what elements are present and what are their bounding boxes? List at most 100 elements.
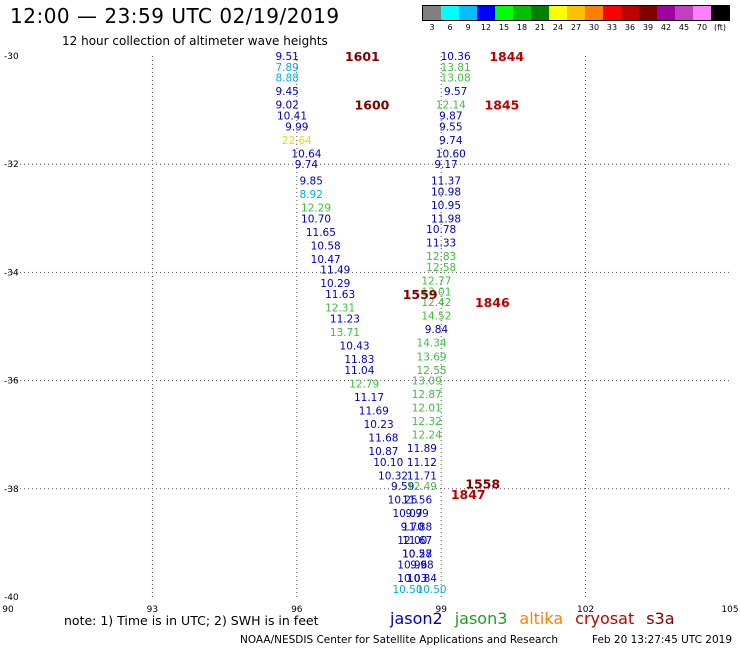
wave-height-label: 11.65 <box>306 227 336 239</box>
x-tick-label: 102 <box>577 605 594 615</box>
legend-label: 30 <box>588 23 600 32</box>
wave-height-label: 10.98 <box>431 186 461 198</box>
wave-height-label: 10.50 <box>392 584 422 596</box>
wave-height-label: 10.29 <box>320 278 350 290</box>
time-label: 1844 <box>489 49 524 64</box>
wave-height-label: 10.60 <box>436 148 466 160</box>
y-tick-label: -30 <box>4 52 19 62</box>
legend-swatch <box>423 6 441 20</box>
wave-height-label: 12.79 <box>349 378 379 390</box>
legend-label: 45 <box>678 23 690 32</box>
wave-height-label: 11.37 <box>431 175 461 187</box>
wave-height-label: 13.08 <box>441 73 471 85</box>
wave-height-label: 11.23 <box>330 313 360 325</box>
wave-height-label: 10.47 <box>311 254 341 266</box>
wave-height-label: 10.70 <box>301 213 331 225</box>
y-tick-label: -32 <box>4 160 19 170</box>
wave-height-label: 12.31 <box>325 303 355 315</box>
legend-label: (ft) <box>713 23 727 32</box>
x-tick-label: 96 <box>291 605 303 615</box>
x-tick-label: 105 <box>721 605 738 615</box>
wave-height-label: 11.69 <box>359 405 389 417</box>
wave-height-label: 9.98 <box>410 560 433 572</box>
wave-height-label: 11.88 <box>402 522 432 534</box>
wave-height-label: 10.84 <box>407 573 437 585</box>
wave-height-label: 10.10 <box>373 457 403 469</box>
wave-height-label: 11.63 <box>325 289 355 301</box>
wave-height-label: 9.02 <box>275 100 298 112</box>
legend-swatch <box>567 6 585 20</box>
legend-swatch <box>711 6 729 20</box>
legend-label: 70 <box>696 23 708 32</box>
wave-height-label: 11.12 <box>407 457 437 469</box>
legend-swatch <box>693 6 711 20</box>
wave-height-label: 13.71 <box>330 327 360 339</box>
wave-height-label: 12.00 <box>397 535 427 547</box>
y-tick-label: -40 <box>4 593 19 603</box>
wave-height-label: 13.01 <box>421 286 451 298</box>
x-tick-label: 93 <box>147 605 158 615</box>
wave-height-label: 10.23 <box>364 419 394 431</box>
x-tick-label: 90 <box>2 605 14 615</box>
wave-height-label: 12.83 <box>426 251 456 263</box>
legend-swatch <box>549 6 567 20</box>
y-tick-label: -34 <box>4 268 19 278</box>
wave-height-label: 11.33 <box>426 238 456 250</box>
footer-credit: NOAA/NESDIS Center for Satellite Applica… <box>240 634 558 646</box>
wave-height-label: 13.09 <box>412 376 442 388</box>
chart-title: 12:00 — 23:59 UTC 02/19/2019 <box>10 4 340 28</box>
wave-height-label: 22.64 <box>282 135 312 147</box>
wave-height-label: 10.03 <box>397 573 427 585</box>
wave-height-label: 9.59 <box>391 481 414 493</box>
mission-label: cryosat <box>575 609 635 628</box>
wave-height-label: 8.88 <box>275 73 298 85</box>
wave-height-label: 11.49 <box>320 265 350 277</box>
wave-height-label: 10.28 <box>402 549 432 561</box>
grid-lines <box>8 56 730 597</box>
legend-swatch <box>603 6 621 20</box>
legend-swatch <box>441 6 459 20</box>
wave-height-label: 9.57 <box>444 86 467 98</box>
wave-height-label: 10.32 <box>378 470 408 482</box>
footer-timestamp: Feb 20 13:27:45 UTC 2019 <box>592 634 732 646</box>
legend-label: 9 <box>465 23 471 32</box>
wave-height-label: 11.89 <box>407 443 437 455</box>
legend-swatch <box>531 6 549 20</box>
wave-height-label: 13.69 <box>417 351 447 363</box>
wave-height-label: 9.85 <box>300 175 323 187</box>
x-tick-label: 99 <box>435 605 447 615</box>
wave-height-label: 11.04 <box>344 365 374 377</box>
wave-height-label: 11.67 <box>402 535 432 547</box>
legend-label: 12 <box>480 23 492 32</box>
wave-height-label: 9.87 <box>439 111 462 123</box>
note-text: note: 1) Time is in UTC; 2) SWH is in fe… <box>64 613 319 628</box>
wave-height-label: 12.24 <box>412 430 442 442</box>
wave-height-label: 11.71 <box>407 470 437 482</box>
wave-height-label: 9.74 <box>295 159 319 171</box>
wave-height-label: 9.45 <box>275 86 298 98</box>
wave-height-label: 9.74 <box>439 135 463 147</box>
legend-label: 36 <box>624 23 636 32</box>
wave-height-label: 11.56 <box>402 495 432 507</box>
wave-height-label: 10.50 <box>417 584 447 596</box>
wave-height-label: 10.57 <box>402 549 432 561</box>
chart-subtitle: 12 hour collection of altimeter wave hei… <box>62 34 328 48</box>
wave-height-label: 10.96 <box>397 560 427 572</box>
wave-height-label: 9.99 <box>285 121 308 133</box>
wave-height-label: 8.92 <box>300 189 323 201</box>
time-label: 1600 <box>355 98 390 113</box>
wave-height-label: 12.01 <box>412 403 442 415</box>
legend-labels: 3 6 9 12 15 18 21 24 27 30 33 36 39 42 45 70 (ft) <box>422 21 730 35</box>
time-label: 1846 <box>475 295 510 310</box>
legend-label: 21 <box>534 23 546 32</box>
legend-label: 6 <box>447 23 453 32</box>
legend-label: 33 <box>606 23 618 32</box>
mission-label: s3a <box>646 609 675 628</box>
legend-label: 3 <box>429 23 435 32</box>
time-label: 1559 <box>403 287 438 302</box>
wave-height-label: 12.49 <box>407 481 437 493</box>
wave-height-label: 11.98 <box>431 213 461 225</box>
mission-legend: jason2 jason3 altika cryosat s3a <box>390 609 687 628</box>
legend-swatch <box>621 6 639 20</box>
